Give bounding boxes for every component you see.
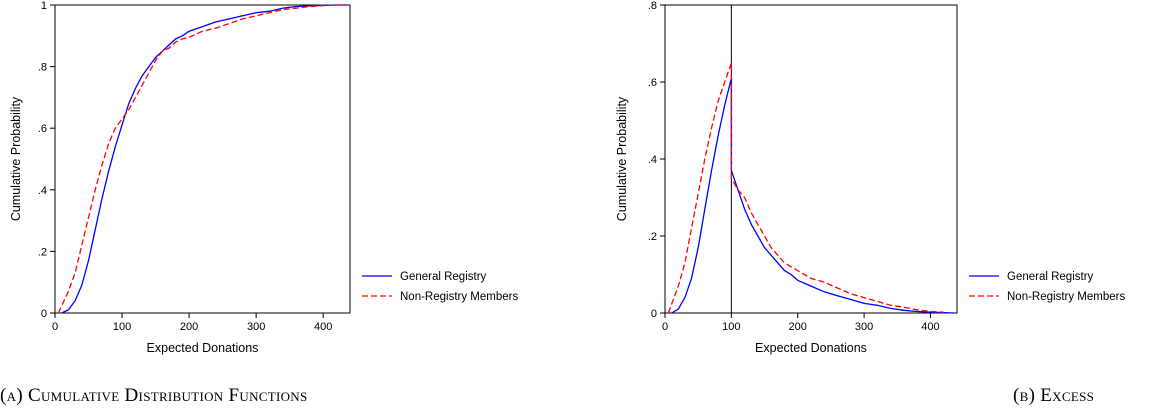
plot-frame [664, 4, 958, 314]
y-tick-label: .2 [38, 246, 47, 258]
x-tick-label: 400 [314, 321, 332, 333]
y-tick-label: .8 [648, 0, 657, 12]
series-line-general-registry [61, 4, 347, 314]
y-axis-label: Cumulative Probability [9, 96, 23, 221]
x-tick-label: 200 [180, 321, 198, 333]
series-line-non-registry [57, 4, 344, 314]
y-axis-label: Cumulative Probability [615, 96, 629, 221]
y-tick-label: 1 [41, 0, 47, 12]
plot-frame [54, 4, 351, 314]
y-tick-label: .4 [648, 154, 657, 166]
x-tick-label: 100 [722, 321, 740, 333]
legend-label: General Registry [1007, 271, 1094, 283]
x-tick-label: 0 [662, 321, 668, 333]
caption-a: (a) Cumulative Distribution Functions [0, 385, 308, 406]
legend-label: Non-Registry Members [400, 291, 518, 303]
y-tick-label: 0 [651, 308, 657, 320]
y-tick-label: .8 [38, 62, 47, 74]
caption-b: (b) Excess [1013, 385, 1095, 406]
x-axis-label: Expected Donations [147, 341, 259, 355]
y-tick-label: .6 [648, 77, 657, 89]
x-tick-label: 0 [52, 321, 58, 333]
chart-0: 0 100 200 300 400 0 .2 .4 .6 .8 1 Expected Donation… [9, 0, 518, 355]
chart-1: 0 100 200 300 400 0 .2 .4 .6 .8 Expected Donations… [615, 0, 1125, 355]
legend-label: General Registry [400, 271, 487, 283]
x-axis-label: Expected Donations [755, 341, 867, 355]
legend-label: Non-Registry Members [1007, 291, 1125, 303]
y-tick-label: .4 [38, 185, 47, 197]
y-tick-label: .6 [38, 123, 47, 135]
y-tick-label: .2 [648, 231, 657, 243]
x-tick-label: 100 [113, 321, 131, 333]
y-tick-label: 0 [41, 308, 47, 320]
x-tick-label: 200 [789, 321, 807, 333]
x-tick-label: 400 [921, 321, 939, 333]
x-tick-label: 300 [855, 321, 873, 333]
x-tick-label: 300 [247, 321, 265, 333]
series-line-general-registry [671, 77, 954, 314]
series-line-non-registry [667, 62, 944, 314]
charts-canvas: 0 100 200 300 400 0 .2 .4 .6 .8 1 Expected Donation… [9, 0, 1125, 355]
